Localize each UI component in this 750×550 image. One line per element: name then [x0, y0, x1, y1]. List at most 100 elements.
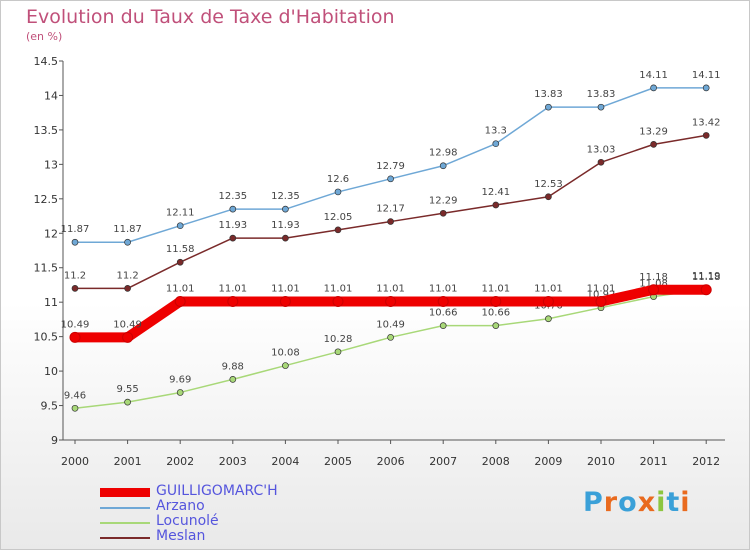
legend-swatch — [100, 507, 150, 509]
data-label: 12.29 — [429, 195, 458, 206]
data-label: 13.42 — [692, 117, 721, 128]
data-label: 13.3 — [485, 126, 507, 137]
data-point — [69, 331, 81, 343]
chart-title: Evolution du Taux de Taxe d'Habitation — [26, 6, 395, 28]
x-tick-label: 2002 — [166, 455, 194, 468]
logo-letter: r — [603, 487, 619, 518]
data-point — [334, 188, 342, 196]
data-label: 11.01 — [271, 283, 300, 294]
data-point — [71, 238, 79, 246]
data-label: 11.87 — [61, 224, 90, 235]
legend-item: Locunolé — [100, 513, 360, 530]
data-label: 11.2 — [116, 270, 138, 281]
x-tick-label: 2009 — [534, 455, 562, 468]
data-point — [282, 362, 289, 369]
data-point — [439, 209, 447, 217]
data-point — [702, 132, 710, 139]
data-label: 11.19 — [692, 271, 721, 282]
data-label: 12.35 — [271, 191, 300, 202]
data-label: 9.88 — [222, 361, 244, 372]
data-label: 11.2 — [64, 270, 86, 281]
x-tick-label: 2005 — [324, 455, 352, 468]
x-tick-label: 2006 — [377, 455, 405, 468]
logo-letter: o — [618, 487, 638, 518]
data-label: 13.03 — [587, 144, 616, 155]
data-point — [650, 84, 657, 92]
y-tick-label: 10 — [44, 365, 58, 378]
data-label: 12.79 — [376, 161, 405, 172]
data-label: 14.11 — [692, 70, 721, 81]
data-label: 11.01 — [429, 283, 458, 294]
x-tick-label: 2001 — [114, 455, 142, 468]
data-label: 12.53 — [534, 179, 563, 190]
y-tick-label: 11.5 — [34, 262, 59, 275]
data-label: 10.92 — [587, 290, 616, 301]
data-label: 12.35 — [218, 191, 247, 202]
data-point — [282, 205, 289, 213]
data-point — [437, 295, 449, 307]
data-point — [545, 193, 552, 201]
data-point — [334, 348, 342, 356]
logo-letter: x — [637, 487, 657, 518]
legend-swatch — [100, 522, 150, 524]
data-point — [124, 398, 131, 406]
y-tick-label: 13.5 — [34, 124, 59, 137]
y-tick-label: 12.5 — [34, 193, 59, 206]
data-label: 11.01 — [534, 283, 563, 294]
data-label: 11.18 — [692, 272, 721, 283]
data-point — [387, 218, 394, 225]
logo-letter: t — [666, 487, 681, 518]
data-label: 10.08 — [271, 348, 300, 359]
data-label: 13.83 — [587, 89, 616, 100]
data-label: 12.11 — [166, 208, 195, 219]
data-label: 11.01 — [587, 283, 616, 294]
legend-item: Meslan — [100, 528, 360, 545]
data-label: 13.83 — [534, 89, 563, 100]
data-label: 13.29 — [639, 126, 668, 137]
logo-letter: i — [656, 487, 667, 518]
data-point — [492, 322, 500, 329]
x-tick-label: 2011 — [640, 455, 668, 468]
data-point — [174, 295, 186, 307]
legend-label: Arzano — [156, 498, 205, 514]
data-label: 11.58 — [166, 244, 195, 255]
x-tick-label: 2003 — [219, 455, 247, 468]
data-label: 10.49 — [61, 319, 90, 330]
legend-item: GUILLIGOMARC'H — [100, 483, 360, 500]
legend-swatch — [100, 537, 150, 539]
data-label: 12.17 — [376, 204, 405, 215]
data-point — [229, 205, 237, 213]
data-point — [176, 258, 184, 266]
data-point — [122, 331, 134, 343]
data-label: 12.05 — [324, 212, 353, 223]
data-label: 12.6 — [327, 174, 349, 185]
data-label: 9.69 — [169, 374, 191, 385]
y-tick-label: 10.5 — [34, 331, 59, 344]
data-point — [334, 226, 342, 234]
data-label: 11.01 — [166, 283, 195, 294]
x-tick-label: 2012 — [692, 455, 720, 468]
logo-letter: P — [583, 487, 604, 518]
data-label: 11.01 — [324, 283, 353, 294]
data-point — [71, 285, 79, 292]
proxiti-logo: Proxiti — [583, 487, 691, 518]
data-point — [595, 295, 607, 307]
data-label: 10.49 — [376, 319, 405, 330]
data-label: 12.41 — [481, 187, 510, 198]
data-label: 11.87 — [113, 224, 142, 235]
data-point — [492, 140, 500, 148]
data-label: 11.18 — [639, 272, 668, 283]
data-point — [650, 141, 657, 148]
legend-swatch — [100, 488, 150, 497]
y-tick-label: 12 — [44, 227, 58, 240]
data-point — [229, 376, 237, 383]
data-point — [176, 222, 184, 230]
data-label: 9.55 — [116, 384, 138, 395]
data-point — [124, 238, 131, 246]
line-chart: 9 9.5 10 10.5 11 11.5 12 12.5 13 13.5 14 14.5 2000 20… — [34, 55, 725, 468]
data-point — [282, 234, 289, 242]
y-tick-label: 14.5 — [34, 55, 59, 68]
data-point — [176, 389, 184, 396]
data-point — [279, 295, 291, 307]
